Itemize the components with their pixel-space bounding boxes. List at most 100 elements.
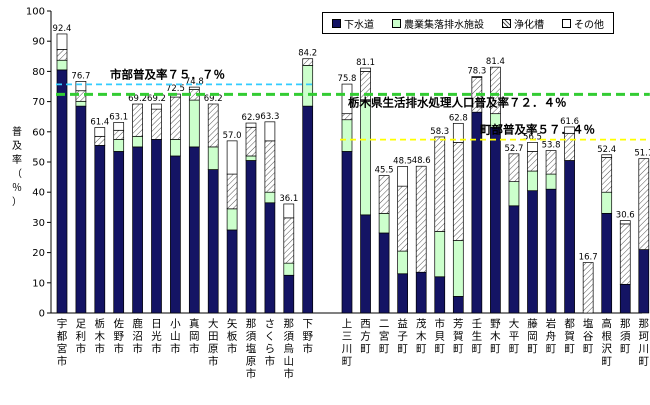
x-tick-label-char: 市 bbox=[132, 342, 143, 355]
x-tick-label-char: 町 bbox=[564, 343, 575, 355]
bar-segment-septic bbox=[397, 185, 408, 252]
x-tick-label: 下野市 bbox=[302, 318, 313, 355]
x-tick-label-char: 塩 bbox=[246, 342, 257, 355]
bar-segment-septic bbox=[582, 262, 594, 314]
bar-segment-sewer bbox=[56, 69, 68, 314]
bar-segment-septic bbox=[508, 153, 520, 182]
x-tick-label-char: 生 bbox=[472, 330, 483, 343]
bar-total-label: 81.4 bbox=[486, 57, 505, 67]
bar-segment-septic bbox=[527, 151, 538, 172]
bar-segment-other bbox=[151, 103, 162, 110]
x-tick-label-char: 野 bbox=[490, 318, 501, 330]
y-tick-label: 100 bbox=[26, 7, 45, 18]
bar-segment-other bbox=[564, 126, 575, 134]
y-axis-title-char: 率 bbox=[12, 153, 22, 166]
bar-segment-septic bbox=[302, 58, 314, 66]
x-tick-label-char: 茂 bbox=[416, 317, 427, 330]
x-tick-label-char: 沼 bbox=[132, 330, 143, 343]
bar-segment-sewer bbox=[601, 212, 613, 314]
x-tick-label: 栃木市 bbox=[95, 317, 106, 355]
x-tick-label-char: 子 bbox=[397, 331, 408, 343]
x-tick-label-char: 大 bbox=[509, 317, 520, 330]
x-tick-label: 那須塩原市 bbox=[246, 318, 257, 380]
bar-segment-other bbox=[283, 203, 295, 219]
bar-segment-rural bbox=[207, 146, 219, 170]
x-tick-label-char: 市 bbox=[189, 342, 200, 355]
bar-total-label: 51.1 bbox=[634, 149, 650, 159]
x-tick-label-char: 根 bbox=[601, 330, 612, 343]
x-tick-label-char: 賀 bbox=[453, 331, 464, 343]
x-tick-label-char: 町 bbox=[472, 343, 483, 355]
x-tick-label-char: 町 bbox=[453, 343, 464, 355]
bar-segment-sewer bbox=[207, 169, 219, 314]
x-tick-label-char: 日 bbox=[151, 318, 162, 330]
x-tick-label-char: 町 bbox=[601, 356, 612, 368]
x-tick-label-char: 二 bbox=[379, 318, 390, 330]
x-tick-label-char: 川 bbox=[639, 343, 650, 355]
x-tick-label-char: 町 bbox=[546, 343, 557, 355]
bar-segment-septic bbox=[378, 175, 390, 214]
y-axis: 0 10 20 30 40 50 60 70 80 90 100 bbox=[26, 7, 642, 320]
x-tick-label-char: 山 bbox=[170, 331, 181, 343]
bar-segment-rural bbox=[264, 191, 276, 204]
y-tick-label: 40 bbox=[32, 188, 45, 199]
bar-segment-rural bbox=[170, 139, 181, 157]
bar-segment-sewer bbox=[151, 139, 162, 314]
x-tick-label: 二宮町 bbox=[379, 318, 390, 355]
bar-segment-rural bbox=[188, 99, 200, 148]
x-tick-label-char: 岩 bbox=[546, 317, 557, 330]
x-tick-label-char: 野 bbox=[302, 331, 313, 343]
bar-segment-other bbox=[397, 166, 408, 187]
y-axis-title-char: （ bbox=[12, 168, 22, 180]
bar-segment-septic bbox=[601, 157, 613, 193]
bar-segment-sewer bbox=[264, 202, 276, 314]
x-tick-label-char: 壬 bbox=[472, 318, 483, 330]
bar-segment-other bbox=[360, 67, 371, 72]
bar-total-label: 69.2 bbox=[147, 94, 166, 104]
x-tick-label-char: 方 bbox=[360, 330, 371, 343]
y-axis-title-char: ％ bbox=[12, 183, 22, 194]
bar-segment-other bbox=[94, 127, 106, 137]
x-tick-label-char: 岡 bbox=[527, 331, 538, 343]
bar-segment-other bbox=[245, 122, 257, 128]
bar-total-label: 69.2 bbox=[128, 94, 147, 104]
bar-total-label: 52.4 bbox=[597, 145, 616, 155]
bar-segment-sewer bbox=[378, 232, 390, 314]
bar-segment-sewer bbox=[75, 105, 87, 314]
x-tick-label-char: 町 bbox=[583, 343, 594, 355]
x-tick-label: 足利市 bbox=[76, 318, 87, 355]
reference-line-label: 町部普及率５７．４％ bbox=[480, 123, 595, 137]
x-tick-label: 益子町 bbox=[397, 317, 408, 355]
x-tick-label-char: 木 bbox=[95, 331, 106, 343]
legend: 下水道 農業集落排水施設 浄化槽 その他 bbox=[322, 12, 614, 34]
bar-total-label: 48.6 bbox=[412, 156, 431, 166]
bar-segment-other bbox=[471, 76, 483, 78]
x-tick-label-char: 貝 bbox=[435, 331, 446, 343]
x-tick-label: 那珂川町 bbox=[639, 318, 650, 368]
y-tick-label: 20 bbox=[32, 248, 45, 259]
x-tick-label-char: 那 bbox=[639, 318, 650, 330]
x-tick-label: 佐野市 bbox=[113, 317, 124, 355]
y-axis-title-char: 及 bbox=[12, 140, 22, 152]
bar-segment-sewer bbox=[226, 229, 238, 314]
x-tick-label-char: 那 bbox=[284, 318, 295, 330]
bar-segment-other bbox=[527, 142, 538, 152]
x-tick-label: 真岡市 bbox=[189, 317, 200, 355]
x-tick-label-char: 野 bbox=[113, 331, 124, 343]
x-tick-label-char: 矢 bbox=[227, 317, 238, 330]
bar-segment-rural bbox=[226, 208, 238, 231]
reference-line-label: 市部普及率７５．７％ bbox=[110, 67, 225, 81]
bar-segment-rural bbox=[397, 250, 408, 275]
bar-segment-rural bbox=[360, 101, 371, 216]
bar-total-label: 81.1 bbox=[356, 58, 375, 68]
x-tick-label-char: 賀 bbox=[564, 331, 575, 343]
bar-segment-sewer bbox=[302, 105, 314, 314]
bar-total-label: 63.3 bbox=[260, 112, 279, 122]
bar-segment-rural bbox=[508, 181, 520, 207]
bar-segment-septic bbox=[94, 135, 106, 146]
bar-segment-sewer bbox=[434, 276, 446, 314]
bar-total-label: 62.8 bbox=[449, 113, 468, 123]
x-tick-label: 市貝町 bbox=[435, 317, 446, 355]
x-tick-label-char: 珂 bbox=[639, 331, 650, 343]
x-tick-label-char: 町 bbox=[639, 356, 650, 368]
